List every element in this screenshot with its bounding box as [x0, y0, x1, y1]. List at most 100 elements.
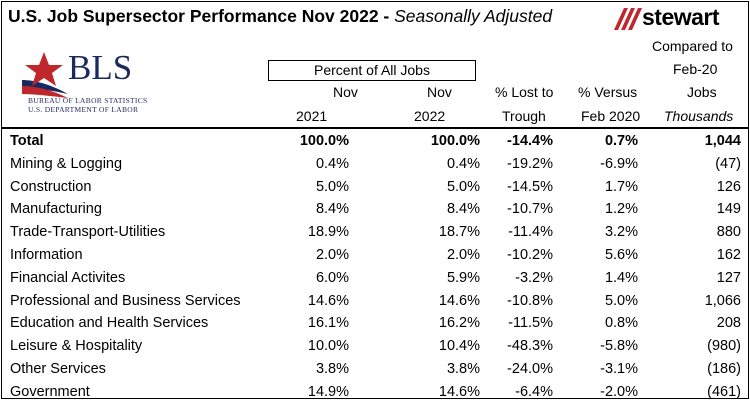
- bls-star-icon: [22, 52, 68, 98]
- cell-versus-feb2020: -3.1%: [600, 361, 638, 377]
- cell-nov2022: 5.9%: [446, 269, 480, 286]
- table-row: Government 14.9% 14.6% -6.4% -2.0% (461): [0, 381, 750, 403]
- cell-versus-feb2020: 0.7%: [604, 133, 638, 149]
- header-versus-line2: Feb 2020: [581, 108, 641, 124]
- stewart-mark-icon: [614, 8, 642, 30]
- title-main: U.S. Job Supersector Performance Nov 202…: [8, 6, 395, 26]
- header-compared-line1: Compared to: [652, 38, 733, 54]
- row-label: Financial Activites: [10, 269, 126, 286]
- cell-jobs-thousands: 149: [716, 201, 741, 218]
- cell-nov2021: 14.9%: [307, 383, 349, 400]
- cell-nov2021: 2.0%: [315, 247, 349, 263]
- row-label: Trade-Transport-Utilities: [10, 224, 166, 241]
- header-nov2022-line2: 2022: [414, 108, 446, 124]
- row-label: Information: [10, 247, 83, 263]
- cell-nov2022: 16.2%: [438, 315, 480, 332]
- cell-versus-feb2020: -2.0%: [600, 383, 638, 400]
- cell-jobs-thousands: 1,044: [704, 133, 741, 149]
- cell-jobs-thousands: 208: [716, 315, 741, 332]
- row-label: Other Services: [10, 361, 106, 377]
- cell-nov2022: 2.0%: [446, 247, 480, 263]
- cell-nov2022: 8.4%: [446, 201, 480, 218]
- row-label: Professional and Business Services: [10, 292, 241, 309]
- cell-versus-feb2020: 1.7%: [604, 178, 638, 195]
- header-compared-line4: Thousands: [664, 108, 734, 124]
- cell-versus-feb2020: 5.6%: [604, 247, 638, 263]
- cell-nov2022: 14.6%: [438, 383, 480, 400]
- cell-versus-feb2020: -5.8%: [600, 338, 638, 355]
- row-label: Manufacturing: [10, 201, 102, 218]
- cell-nov2021: 16.1%: [307, 315, 349, 332]
- bls-subtitle-1: BUREAU OF LABOR STATISTICS: [28, 96, 148, 105]
- table-row: Leisure & Hospitality 10.0% 10.4% -48.3% -5.…: [0, 335, 750, 357]
- cell-nov2022: 5.0%: [446, 178, 480, 195]
- cell-versus-feb2020: 5.0%: [604, 292, 638, 309]
- header-lost-line1: % Lost to: [495, 84, 554, 100]
- table-row: Construction 5.0% 5.0% -14.5% 1.7% 126: [0, 176, 750, 198]
- header-nov2022-line1: Nov: [427, 84, 452, 100]
- cell-lost-to-trough: -10.7%: [507, 201, 553, 218]
- cell-jobs-thousands: (980): [707, 338, 741, 355]
- cell-versus-feb2020: 3.2%: [604, 224, 638, 241]
- row-label: Government: [10, 383, 90, 400]
- bls-wordmark: BLS: [68, 48, 133, 87]
- header-nov2021-line1: Nov: [333, 84, 358, 100]
- cell-jobs-thousands: (461): [707, 383, 741, 400]
- cell-versus-feb2020: 0.8%: [604, 315, 638, 332]
- row-label: Construction: [10, 178, 92, 195]
- cell-nov2021: 5.0%: [315, 178, 349, 195]
- table-row: Trade-Transport-Utilities 18.9% 18.7% -11.4…: [0, 221, 750, 243]
- cell-versus-feb2020: 1.4%: [604, 269, 638, 286]
- cell-lost-to-trough: -6.4%: [515, 383, 553, 400]
- cell-versus-feb2020: -6.9%: [600, 155, 638, 172]
- cell-lost-to-trough: -24.0%: [507, 361, 553, 377]
- row-label: Total: [10, 133, 44, 149]
- cell-lost-to-trough: -10.8%: [507, 292, 553, 309]
- table-row: Financial Activites 6.0% 5.9% -3.2% 1.4% 127: [0, 267, 750, 289]
- cell-nov2022: 14.6%: [438, 292, 480, 309]
- cell-lost-to-trough: -3.2%: [515, 269, 553, 286]
- cell-nov2021: 14.6%: [307, 292, 349, 309]
- stewart-wordmark: stewart: [642, 4, 720, 30]
- header-versus-line1: % Versus: [578, 84, 638, 100]
- row-label: Education and Health Services: [10, 315, 209, 332]
- percent-of-all-jobs-header: Percent of All Jobs: [268, 60, 476, 81]
- stewart-logo: stewart: [612, 4, 746, 32]
- cell-jobs-thousands: 1,066: [704, 292, 741, 309]
- header-compared-line2: Feb-20: [673, 61, 718, 77]
- cell-nov2021: 100.0%: [299, 133, 349, 149]
- table-row: Other Services 3.8% 3.8% -24.0% -3.1% (186): [0, 358, 750, 380]
- page-title: U.S. Job Supersector Performance Nov 202…: [8, 6, 552, 27]
- cell-nov2022: 10.4%: [438, 338, 480, 355]
- cell-jobs-thousands: 162: [716, 247, 741, 263]
- title-italic: Seasonally Adjusted: [394, 6, 553, 26]
- cell-nov2022: 0.4%: [446, 155, 480, 172]
- table-row: Manufacturing 8.4% 8.4% -10.7% 1.2% 149: [0, 198, 750, 220]
- cell-lost-to-trough: -14.4%: [507, 133, 553, 149]
- cell-nov2022: 3.8%: [446, 361, 480, 377]
- cell-nov2021: 10.0%: [307, 338, 349, 355]
- bls-logo: BLS BUREAU OF LABOR STATISTICS U.S. DEPA…: [20, 42, 160, 124]
- cell-lost-to-trough: -14.5%: [507, 178, 553, 195]
- table-row: Information 2.0% 2.0% -10.2% 5.6% 162: [0, 244, 750, 266]
- table-row: Mining & Logging 0.4% 0.4% -19.2% -6.9% (47): [0, 153, 750, 175]
- table-row: Professional and Business Services 14.6% 1…: [0, 290, 750, 312]
- row-label: Mining & Logging: [10, 155, 123, 172]
- cell-nov2022: 18.7%: [438, 224, 480, 241]
- header-lost-line2: Trough: [502, 108, 546, 124]
- cell-jobs-thousands: (47): [715, 155, 741, 172]
- cell-nov2021: 6.0%: [315, 269, 349, 286]
- cell-jobs-thousands: 880: [716, 224, 741, 241]
- cell-nov2021: 0.4%: [315, 155, 349, 172]
- cell-lost-to-trough: -19.2%: [507, 155, 553, 172]
- cell-nov2021: 18.9%: [307, 224, 349, 241]
- table-row-total: Total 100.0% 100.0% -14.4% 0.7% 1,044: [0, 130, 750, 152]
- cell-nov2021: 3.8%: [315, 361, 349, 377]
- header-divider: [2, 127, 748, 129]
- cell-lost-to-trough: -10.2%: [507, 247, 553, 263]
- cell-lost-to-trough: -48.3%: [507, 338, 553, 355]
- table-row: Education and Health Services 16.1% 16.2% -…: [0, 312, 750, 334]
- bls-subtitle-2: U.S. DEPARTMENT OF LABOR: [28, 105, 139, 114]
- cell-nov2021: 8.4%: [315, 201, 349, 218]
